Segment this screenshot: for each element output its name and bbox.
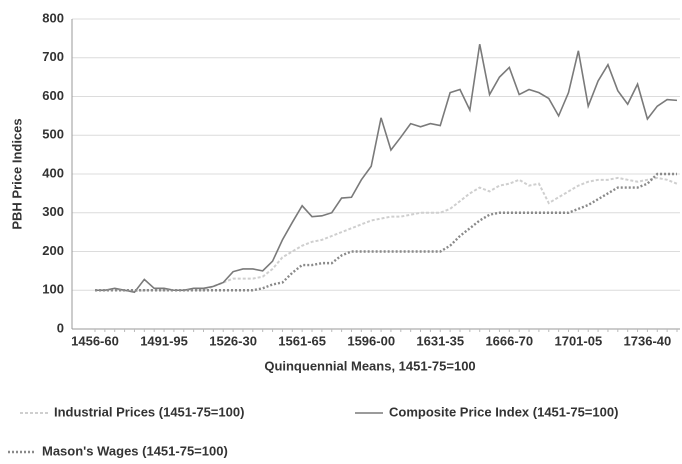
y-tick-label: 700	[42, 49, 64, 64]
y-tick-label: 800	[42, 10, 64, 25]
legend-label: Industrial Prices (1451-75=100)	[54, 404, 244, 419]
x-tick-label: 1596-00	[347, 333, 395, 348]
series-line	[95, 44, 678, 294]
y-tick-label: 300	[42, 204, 64, 219]
series-line	[95, 176, 678, 293]
y-tick-label: 0	[57, 320, 64, 335]
y-tick-label: 600	[42, 88, 64, 103]
y-tick-label: 200	[42, 243, 64, 258]
x-tick-label: 1666-70	[485, 333, 533, 348]
y-tick-label: 500	[42, 127, 64, 142]
x-axis-title: Quinquennial Means, 1451-75=100	[264, 358, 475, 373]
x-tick-label: 1736-40	[624, 333, 672, 348]
x-tick-label: 1631-35	[416, 333, 464, 348]
y-tick-label: 100	[42, 282, 64, 297]
x-tick-label: 1456-60	[71, 333, 119, 348]
y-tick-label: 400	[42, 165, 64, 180]
x-tick-label: 1701-05	[554, 333, 602, 348]
y-axis-title: PBH Price Indices	[9, 118, 24, 229]
legend-label: Composite Price Index (1451-75=100)	[389, 404, 618, 419]
x-tick-label: 1491-95	[140, 333, 188, 348]
x-tick-label: 1561-65	[278, 333, 326, 348]
x-tick-label: 1526-30	[209, 333, 257, 348]
legend-label: Mason's Wages (1451-75=100)	[42, 443, 228, 458]
series-line	[95, 172, 677, 292]
